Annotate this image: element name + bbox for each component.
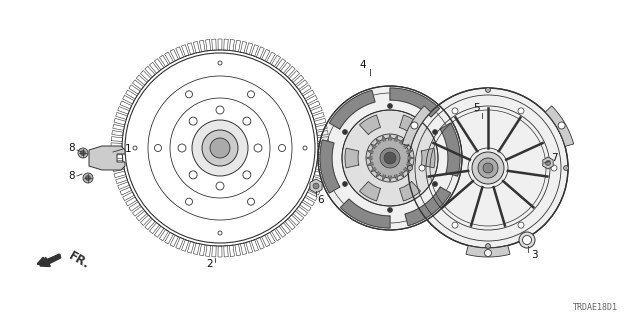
Polygon shape — [360, 115, 380, 134]
Polygon shape — [89, 146, 125, 170]
Circle shape — [484, 250, 492, 257]
Text: 6: 6 — [317, 195, 324, 205]
Polygon shape — [360, 181, 380, 201]
Text: FR.: FR. — [66, 249, 92, 271]
Polygon shape — [390, 88, 440, 117]
Polygon shape — [371, 144, 376, 148]
Circle shape — [551, 165, 557, 171]
Polygon shape — [399, 115, 420, 134]
Circle shape — [408, 165, 413, 171]
Polygon shape — [406, 162, 413, 165]
Circle shape — [408, 88, 568, 248]
Text: 8: 8 — [68, 171, 76, 181]
Circle shape — [518, 108, 524, 114]
Polygon shape — [394, 135, 397, 141]
Polygon shape — [403, 106, 431, 146]
Circle shape — [189, 117, 197, 125]
Circle shape — [189, 171, 197, 179]
Circle shape — [433, 181, 438, 187]
Polygon shape — [405, 187, 451, 226]
Polygon shape — [404, 144, 410, 148]
Circle shape — [478, 158, 498, 178]
Polygon shape — [367, 151, 373, 154]
Text: 4: 4 — [360, 60, 366, 70]
Circle shape — [384, 152, 396, 164]
Polygon shape — [376, 139, 381, 144]
Text: 5: 5 — [473, 103, 479, 113]
Polygon shape — [320, 140, 340, 193]
Circle shape — [452, 108, 458, 114]
Circle shape — [216, 106, 224, 114]
Circle shape — [254, 144, 262, 152]
Circle shape — [522, 236, 531, 244]
Circle shape — [419, 165, 425, 171]
Polygon shape — [399, 172, 404, 177]
Polygon shape — [330, 90, 375, 129]
Circle shape — [210, 138, 230, 158]
Polygon shape — [388, 134, 392, 140]
Circle shape — [370, 138, 410, 178]
Polygon shape — [543, 157, 553, 169]
Circle shape — [243, 117, 251, 125]
Circle shape — [387, 103, 392, 108]
Text: TRDAE18D1: TRDAE18D1 — [573, 303, 618, 312]
Circle shape — [83, 173, 93, 183]
Polygon shape — [404, 167, 410, 172]
Circle shape — [342, 110, 438, 206]
Polygon shape — [399, 181, 420, 201]
Polygon shape — [421, 148, 435, 168]
Circle shape — [78, 148, 88, 158]
Circle shape — [518, 222, 524, 228]
Circle shape — [433, 130, 438, 134]
Polygon shape — [367, 162, 373, 165]
Polygon shape — [399, 139, 404, 144]
Text: 2: 2 — [207, 259, 213, 269]
Circle shape — [81, 150, 86, 156]
Circle shape — [558, 122, 565, 129]
Polygon shape — [406, 151, 413, 154]
Circle shape — [519, 232, 535, 248]
Circle shape — [452, 222, 458, 228]
Circle shape — [483, 163, 493, 173]
Polygon shape — [371, 167, 376, 172]
Polygon shape — [440, 123, 460, 176]
Polygon shape — [388, 176, 392, 182]
Circle shape — [366, 134, 414, 182]
Polygon shape — [408, 156, 414, 159]
Circle shape — [342, 130, 348, 134]
Text: 8: 8 — [68, 143, 76, 153]
Polygon shape — [340, 199, 390, 228]
Circle shape — [216, 182, 224, 190]
Text: 7: 7 — [550, 153, 557, 163]
Polygon shape — [466, 245, 510, 257]
Text: 3: 3 — [531, 250, 538, 260]
Circle shape — [318, 86, 462, 230]
Circle shape — [192, 120, 248, 176]
FancyArrow shape — [40, 254, 61, 267]
Polygon shape — [383, 135, 386, 141]
Circle shape — [472, 152, 504, 184]
Circle shape — [545, 161, 550, 165]
Circle shape — [387, 207, 392, 212]
Polygon shape — [394, 175, 397, 181]
Circle shape — [342, 181, 348, 187]
Polygon shape — [545, 106, 573, 146]
Circle shape — [486, 87, 490, 92]
Polygon shape — [345, 148, 359, 168]
Polygon shape — [310, 179, 322, 193]
Circle shape — [313, 183, 319, 189]
Polygon shape — [383, 175, 386, 181]
Circle shape — [411, 122, 418, 129]
Circle shape — [243, 171, 251, 179]
Circle shape — [563, 165, 568, 171]
Polygon shape — [376, 172, 381, 177]
Circle shape — [380, 148, 400, 168]
Circle shape — [486, 244, 490, 249]
Text: 1: 1 — [125, 144, 131, 154]
Polygon shape — [366, 156, 372, 159]
Circle shape — [86, 175, 90, 180]
Circle shape — [202, 130, 238, 166]
Circle shape — [178, 144, 186, 152]
